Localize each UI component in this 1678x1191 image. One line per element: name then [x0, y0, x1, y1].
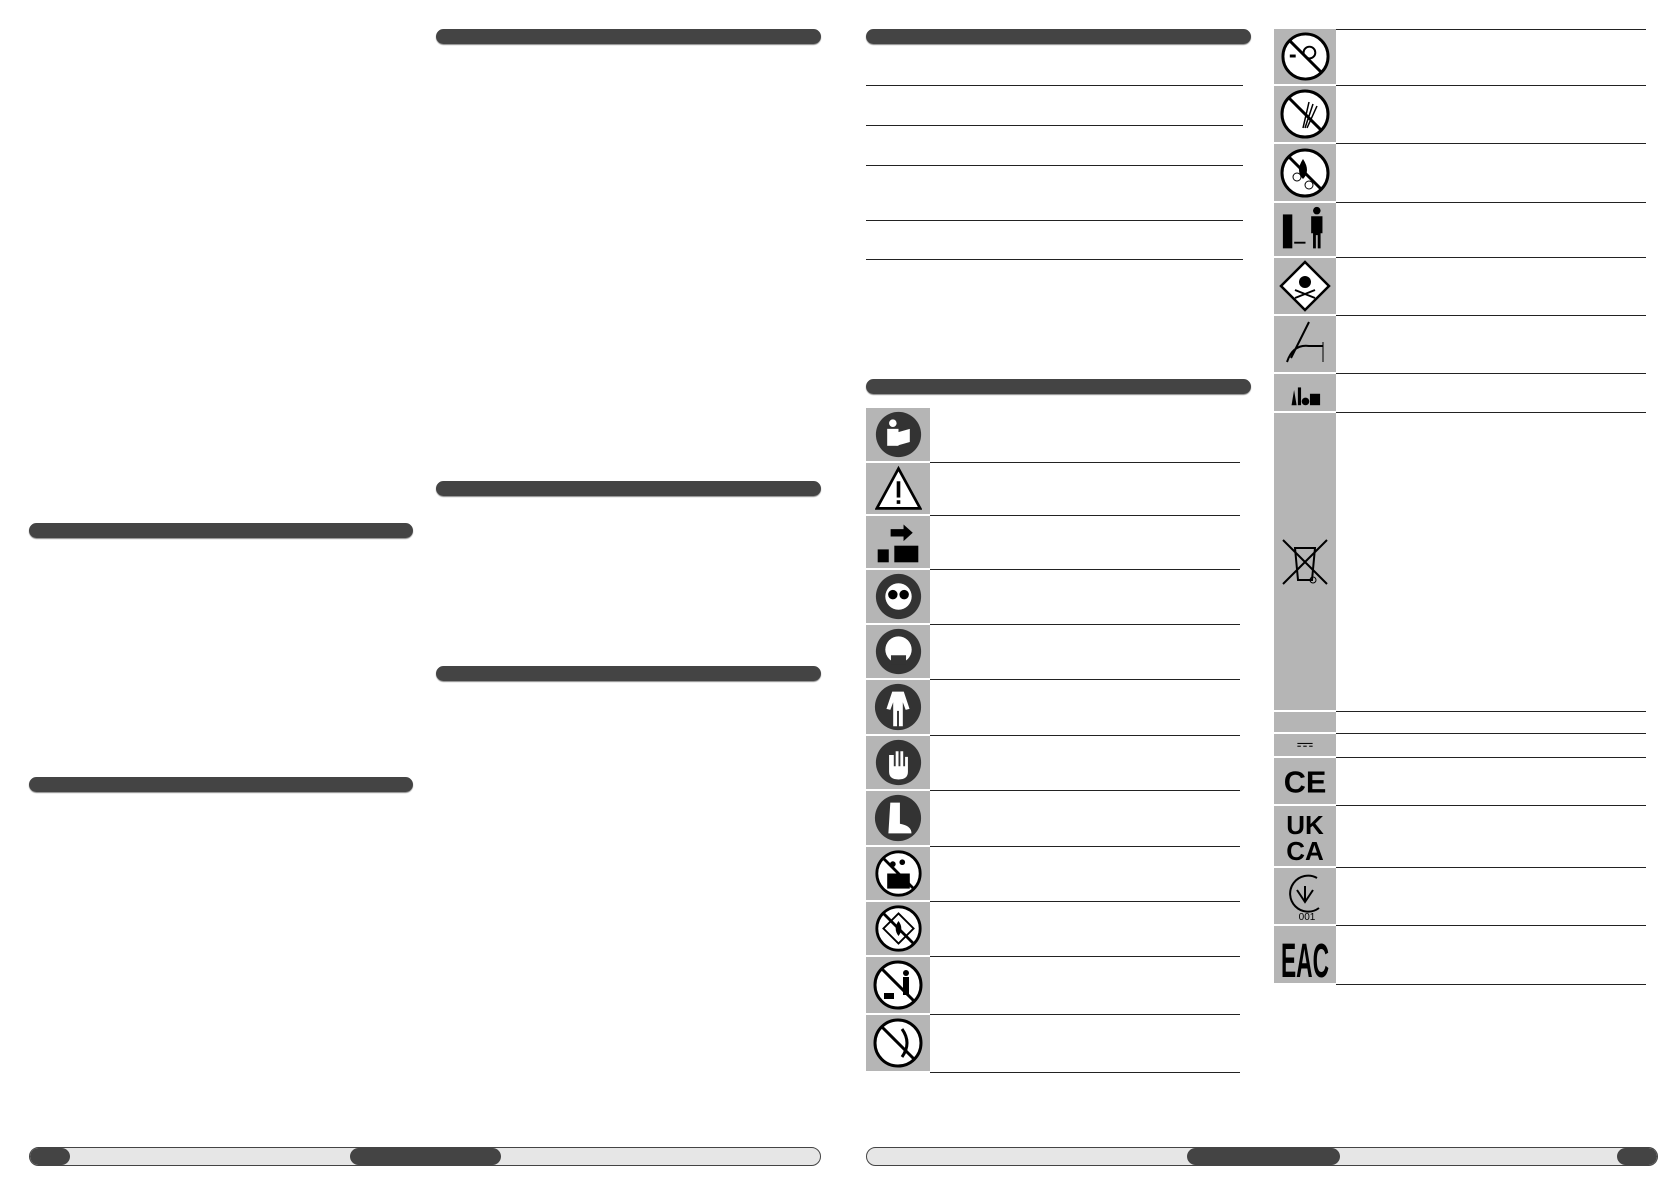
divider	[930, 1014, 1240, 1015]
footer-bar-right	[866, 1147, 1658, 1166]
divider	[930, 846, 1240, 847]
section-header-bar	[29, 777, 413, 792]
divider	[866, 85, 1243, 86]
keep-distance-icon	[1274, 203, 1336, 256]
eye-protection-icon	[866, 570, 930, 623]
warning-icon	[866, 463, 930, 514]
svg-text:CA: CA	[1286, 836, 1324, 862]
divider	[866, 125, 1243, 126]
no-spray-electrical-icon	[866, 1015, 930, 1071]
remove-battery-icon	[866, 516, 930, 568]
toxic-hazard-icon	[1274, 258, 1336, 314]
blank-icon	[1274, 712, 1336, 732]
divider	[930, 735, 1240, 736]
weee-bin-icon	[1274, 413, 1336, 710]
divider	[1336, 315, 1646, 316]
eac-mark-icon: EAC	[1274, 926, 1336, 983]
read-manual-icon	[866, 408, 930, 461]
ce-mark-icon: CE	[1274, 758, 1336, 804]
divider	[930, 790, 1240, 791]
hand-injury-icon	[1274, 316, 1336, 372]
svg-text:UK: UK	[1286, 810, 1324, 840]
divider	[1336, 143, 1646, 144]
dc-current-icon	[1274, 734, 1336, 756]
no-freezing-icon	[1274, 144, 1336, 201]
divider	[866, 259, 1243, 260]
divider	[1336, 867, 1646, 868]
divider	[866, 165, 1243, 166]
divider	[930, 569, 1240, 570]
chemicals-icon	[1274, 374, 1336, 411]
divider	[930, 515, 1240, 516]
section-header-bar	[436, 666, 821, 681]
divider	[1336, 412, 1646, 413]
footer-bar-left	[29, 1147, 821, 1166]
divider	[1336, 805, 1646, 806]
no-rain-icon	[866, 847, 930, 900]
ukca-mark-icon: UK CA	[1274, 806, 1336, 866]
divider	[1336, 733, 1646, 734]
no-spray-people-animals-icon	[866, 957, 930, 1013]
svg-text:001: 001	[1299, 912, 1316, 922]
divider	[1336, 757, 1646, 758]
divider	[1336, 984, 1646, 985]
no-spray-plants-icon	[1274, 86, 1336, 142]
divider	[866, 220, 1243, 221]
section-header-bar	[866, 29, 1251, 44]
respirator-icon	[866, 625, 930, 678]
section-header-bar	[866, 379, 1251, 394]
section-header-bar	[29, 523, 413, 538]
safety-boots-icon	[866, 791, 930, 845]
page-number-cap	[1617, 1148, 1657, 1165]
gloves-icon	[866, 736, 930, 789]
divider	[930, 462, 1240, 463]
divider	[930, 679, 1240, 680]
section-header-bar	[436, 481, 821, 496]
divider	[1336, 202, 1646, 203]
svg-text:EAC: EAC	[1281, 935, 1329, 981]
svg-text:CE: CE	[1284, 764, 1326, 799]
footer-center-tab	[1187, 1148, 1340, 1165]
divider	[1336, 85, 1646, 86]
no-spray-fire-icon	[1274, 29, 1336, 84]
divider	[1336, 711, 1646, 712]
protective-clothing-icon	[866, 680, 930, 734]
divider	[1336, 373, 1646, 374]
divider	[1336, 257, 1646, 258]
divider	[930, 624, 1240, 625]
section-header-bar	[436, 29, 821, 44]
divider	[1336, 925, 1646, 926]
divider	[930, 1072, 1240, 1073]
divider	[930, 901, 1240, 902]
ukrsepro-mark-icon: 001	[1274, 868, 1336, 924]
page-number-cap	[30, 1148, 70, 1165]
footer-center-tab	[350, 1148, 501, 1165]
divider	[930, 956, 1240, 957]
no-flammable-icon	[866, 902, 930, 955]
divider	[1336, 29, 1646, 30]
